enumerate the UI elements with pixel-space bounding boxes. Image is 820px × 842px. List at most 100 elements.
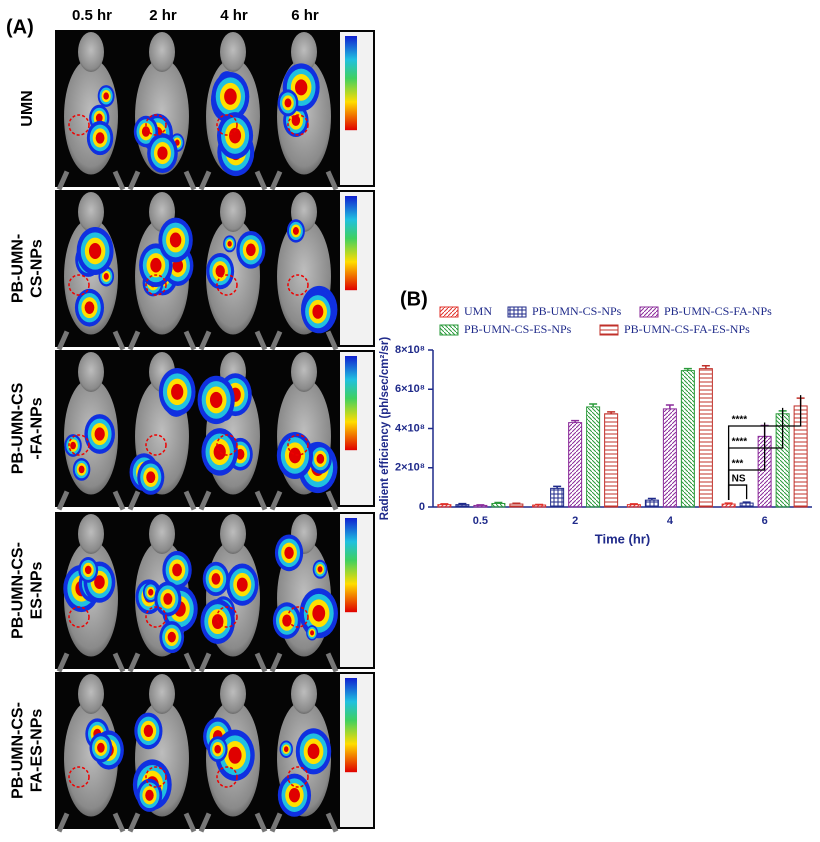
error-bar <box>553 485 562 489</box>
error-bar <box>629 503 638 505</box>
mouse-legs <box>269 812 339 833</box>
bar <box>644 499 659 508</box>
error-bar <box>589 403 598 407</box>
signal-blob <box>291 114 301 126</box>
tumor-marker <box>68 434 90 456</box>
signal-blob <box>316 453 325 464</box>
column-label: 0.5 hr <box>72 7 112 24</box>
row-label-line: PB-UMN-CS- <box>10 542 27 639</box>
signal-blob <box>150 257 162 273</box>
signal-blob <box>312 304 324 319</box>
significance-label: **** <box>732 437 748 448</box>
error-bar <box>742 501 751 504</box>
x-tick-label: 2 <box>572 515 578 527</box>
signal-blob <box>214 744 222 754</box>
mouse-head <box>220 32 246 72</box>
mouse-legs <box>269 170 339 191</box>
signal-blob <box>211 573 221 585</box>
y-label-group: Radient efficiency (ph/sec/cm²/sr) <box>379 337 391 521</box>
mouse-legs <box>269 490 339 511</box>
mouse-legs <box>56 652 126 673</box>
mouse-legs <box>56 170 126 191</box>
tumor-marker <box>287 766 309 788</box>
signal-blob <box>145 789 154 801</box>
y-tick-label: 4×10⁸ <box>395 422 425 434</box>
mouse-head <box>220 674 246 714</box>
signal-blob <box>317 566 323 573</box>
signal-blob <box>148 588 154 596</box>
signal-blob <box>95 113 103 123</box>
bar <box>473 504 488 508</box>
column-label: 2 hr <box>149 7 177 24</box>
error-bar <box>701 364 710 369</box>
panel-b-label: (B) <box>400 288 428 310</box>
mouse-head <box>78 32 104 72</box>
mouse-head <box>78 514 104 554</box>
bar <box>680 370 695 508</box>
signal-blob <box>95 132 105 144</box>
bar <box>455 504 470 508</box>
signal-blob <box>94 575 105 590</box>
signal-blob <box>284 98 292 108</box>
bar <box>662 408 677 508</box>
row-label-line: PB-UMN-CS <box>10 382 27 474</box>
mouse-legs <box>127 652 197 673</box>
significance-bracket <box>727 484 748 501</box>
mouse-head <box>291 674 317 714</box>
signal-blob <box>295 79 308 96</box>
row-label: UMN <box>19 90 36 126</box>
error-bar <box>647 497 656 501</box>
legend-label: PB-UMN-CS-FA-NPs <box>664 304 772 318</box>
column-label: 4 hr <box>220 7 248 24</box>
legend-label: PB-UMN-CS-FA-ES-NPs <box>624 322 750 336</box>
signal-blob <box>228 746 242 764</box>
x-axis-label: Time (hr) <box>595 531 650 546</box>
row-label: PB-UMN-CS- FA-ES-NPs <box>10 702 46 799</box>
mouse-head <box>149 674 175 714</box>
signal-blob <box>284 546 294 559</box>
tumor-marker <box>68 114 90 136</box>
signal-blob <box>84 565 92 575</box>
mouse-legs <box>269 330 339 351</box>
bar <box>721 503 736 508</box>
tumor-marker <box>216 766 238 788</box>
error-bar <box>607 411 616 414</box>
mouse-head <box>149 514 175 554</box>
tumor-marker <box>216 114 238 136</box>
legend-swatch <box>439 324 459 336</box>
error-bar <box>665 404 674 409</box>
signal-blob <box>163 593 173 605</box>
tumor-marker <box>145 606 167 628</box>
significance-label: **** <box>732 415 748 426</box>
row-label: PB-UMN- CS-NPs <box>10 234 46 303</box>
x-tick-label: 6 <box>762 515 768 527</box>
signal-blob <box>103 92 109 100</box>
signal-blob <box>246 243 256 257</box>
signal-blob <box>227 240 232 247</box>
tumor-marker <box>287 606 309 628</box>
error-bar <box>571 419 580 423</box>
signal-blob <box>157 146 168 160</box>
signal-blob <box>215 265 225 278</box>
error-bar <box>724 502 733 505</box>
error-bar <box>512 502 521 505</box>
colorbar <box>345 518 357 613</box>
x-tick-label: 4 <box>667 515 674 527</box>
mouse-legs <box>56 330 126 351</box>
y-tick-label: 0 <box>419 501 425 513</box>
error-bar <box>494 501 503 504</box>
tumor-marker <box>287 114 309 136</box>
colorbar <box>345 678 357 773</box>
row-label-line: FA-ES-NPs <box>29 709 46 793</box>
mouse-legs <box>56 490 126 511</box>
signal-blob <box>84 301 95 314</box>
colorbar <box>345 356 357 451</box>
signal-blob <box>282 614 292 627</box>
panel-a-label: (A) <box>6 16 34 38</box>
error-bar <box>476 504 485 506</box>
row-label-line: PB-UMN-CS- <box>10 702 27 799</box>
mouse-legs <box>198 170 268 191</box>
tumor-marker <box>145 766 167 788</box>
signal-blob <box>283 746 289 753</box>
bar <box>437 504 452 508</box>
